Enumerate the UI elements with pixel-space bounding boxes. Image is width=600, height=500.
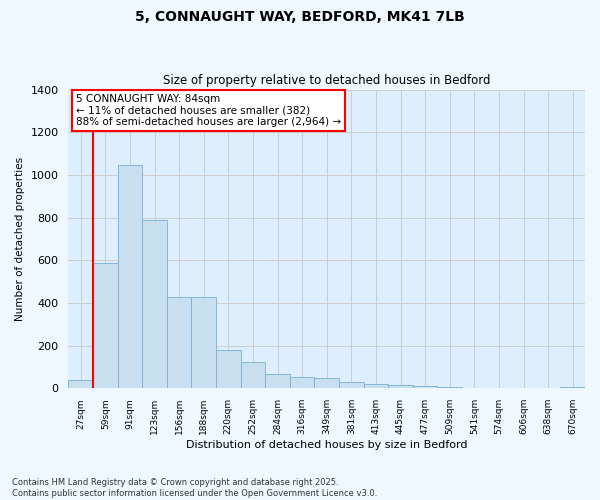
Title: Size of property relative to detached houses in Bedford: Size of property relative to detached ho… (163, 74, 490, 87)
Bar (142, 220, 167, 388)
Bar (216, 350, 241, 389)
Bar (68, 380, 93, 388)
Bar (290, 376, 314, 388)
Bar (388, 385, 413, 388)
X-axis label: Distribution of detached houses by size in Bedford: Distribution of detached houses by size … (186, 440, 467, 450)
Bar (265, 374, 290, 388)
Bar (314, 378, 339, 388)
Bar (167, 296, 191, 388)
Bar (413, 386, 437, 388)
Bar (118, 166, 142, 388)
Text: 5, CONNAUGHT WAY, BEDFORD, MK41 7LB: 5, CONNAUGHT WAY, BEDFORD, MK41 7LB (135, 10, 465, 24)
Bar (93, 264, 118, 388)
Text: Contains HM Land Registry data © Crown copyright and database right 2025.
Contai: Contains HM Land Registry data © Crown c… (12, 478, 377, 498)
Bar (364, 384, 388, 388)
Bar (191, 296, 216, 388)
Bar (241, 362, 265, 388)
Bar (560, 386, 585, 388)
Y-axis label: Number of detached properties: Number of detached properties (15, 157, 25, 321)
Bar (339, 382, 364, 388)
Text: 5 CONNAUGHT WAY: 84sqm
← 11% of detached houses are smaller (382)
88% of semi-de: 5 CONNAUGHT WAY: 84sqm ← 11% of detached… (76, 94, 341, 127)
